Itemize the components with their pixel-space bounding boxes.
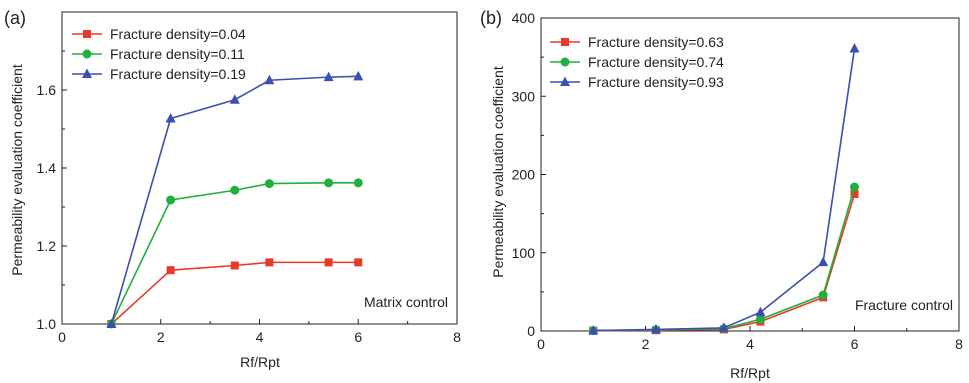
panel-a-y-tick-label: 1.2	[37, 238, 57, 254]
panel-a-series-line-1	[111, 262, 358, 324]
panel-b-y-tick-label: 400	[512, 10, 536, 26]
panel-b-x-tick-label: 6	[851, 336, 859, 352]
panel-a-data-point	[324, 178, 333, 187]
panel-a-y-tick-label: 1.4	[37, 160, 57, 176]
panel-b-legend-marker	[561, 38, 569, 46]
panel-b-data-point	[755, 307, 765, 317]
panel-a-legend-label: Fracture density=0.19	[110, 66, 246, 82]
panel-a-data-point	[265, 179, 274, 188]
panel-a-tag: (a)	[4, 8, 26, 28]
panel-a-x-axis-label: Rf/Rpt	[240, 354, 280, 370]
panel-b-y-tick-label: 300	[512, 88, 536, 104]
panel-a-x-tick-label: 0	[58, 329, 66, 345]
panel-a-data-point	[354, 178, 363, 187]
panel-b-legend-marker	[561, 58, 570, 67]
panel-a-series-line-3	[111, 76, 358, 324]
panel-b-series-line-3	[593, 49, 854, 331]
panel-a-legend-label: Fracture density=0.11	[110, 46, 245, 62]
panel-a-x-tick-label: 2	[157, 329, 165, 345]
panel-b-y-tick-label: 200	[512, 167, 536, 183]
panel-a-data-point	[167, 266, 175, 274]
panel-b-data-point	[819, 291, 828, 300]
panel-b-series-line-1	[593, 194, 854, 331]
panel-b-y-tick-label: 100	[512, 245, 536, 261]
panel-a-data-point	[325, 258, 333, 266]
panel-a-data-point	[231, 262, 239, 270]
panel-a-y-axis-label: Permeability evaluation coefficient	[9, 64, 25, 276]
panel-b-x-axis-label: Rf/Rpt	[730, 365, 770, 381]
panel-b-legend-label: Fracture density=0.93	[588, 74, 724, 90]
panel-b-data-point	[850, 183, 859, 192]
panel-b-y-tick-label: 0	[527, 323, 535, 339]
panel-b-x-tick-label: 4	[746, 336, 754, 352]
panel-a-y-tick-label: 1.0	[37, 316, 57, 332]
panel-b-y-axis-label: Permeability evaluation coefficient	[490, 66, 506, 278]
panel-a-data-point	[230, 94, 240, 104]
panel-b-legend-label: Fracture density=0.74	[588, 54, 724, 70]
panel-b-series-line-2	[593, 187, 854, 331]
panel-b-data-point	[850, 43, 860, 53]
panel-a-annotation: Matrix control	[364, 294, 448, 310]
panel-b-legend-label: Fracture density=0.63	[588, 34, 724, 50]
panel-a-data-point	[353, 71, 363, 81]
panel-b-x-tick-label: 8	[955, 336, 963, 352]
panel-a-chart: (a) 0 2 4 6 8 1.0 1.2 1.4 1.6 Fracture density=0.…	[4, 8, 461, 370]
panel-a-x-tick-label: 4	[256, 329, 264, 345]
panel-b-x-tick-label: 2	[642, 336, 650, 352]
panel-b-annotation: Fracture control	[855, 297, 953, 313]
panel-a-data-point	[230, 186, 239, 195]
panel-b-data-point	[818, 257, 828, 267]
panel-a-data-point	[166, 195, 175, 204]
panel-b-chart: (b) 0 2 4 6 8 0 100 200 300 400 Fracture density=0…	[480, 8, 963, 381]
panel-a-series-line-2	[111, 183, 358, 324]
panel-a-legend-marker	[83, 50, 92, 59]
panel-b-x-tick-label: 0	[537, 336, 545, 352]
panel-a-legend-marker	[83, 30, 91, 38]
panel-b-tag: (b)	[480, 8, 502, 28]
panel-a-x-tick-label: 8	[453, 329, 461, 345]
panel-a-data-point	[354, 258, 362, 266]
panel-a-y-tick-label: 1.6	[37, 82, 57, 98]
panel-a-x-tick-label: 6	[354, 329, 362, 345]
panel-a-data-point	[265, 258, 273, 266]
panel-a-legend-label: Fracture density=0.04	[110, 26, 246, 42]
